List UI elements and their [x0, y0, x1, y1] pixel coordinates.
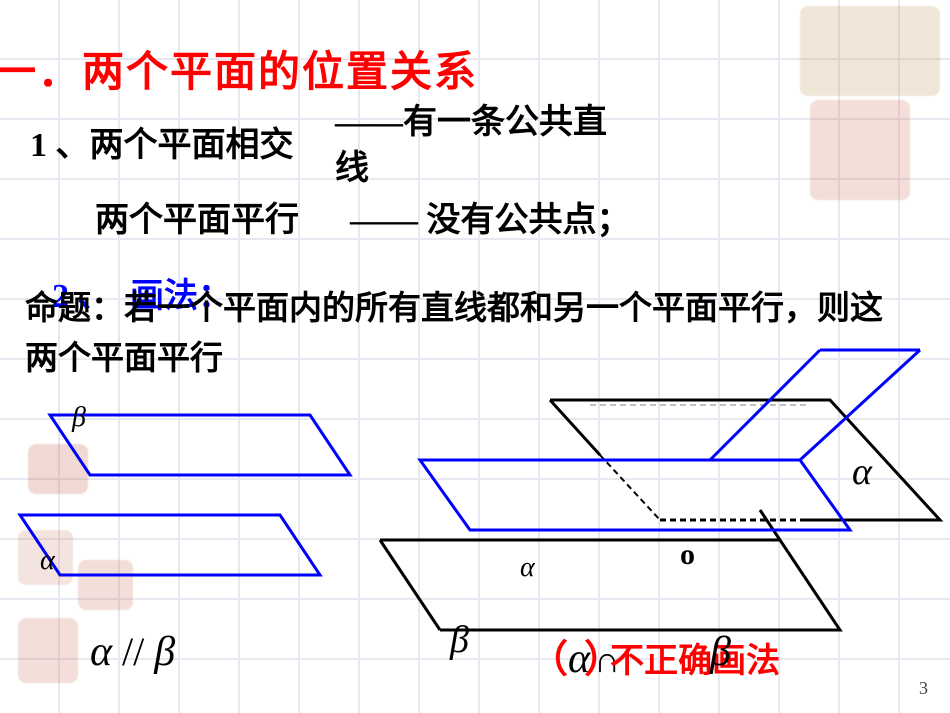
left-diagram — [20, 395, 360, 605]
line1-right-wrap: 线 — [335, 140, 369, 189]
parallel-slashes: // — [122, 629, 154, 674]
parallel-notation: α // β — [90, 628, 175, 676]
top-plane-beta — [50, 415, 350, 475]
line1-left: 1 、两个平面相交 — [30, 117, 294, 166]
page-number: 3 — [919, 678, 928, 699]
bottom-plane-alpha — [20, 515, 320, 575]
left-alpha-label: α — [40, 545, 55, 577]
blue-edge-1 — [800, 350, 920, 460]
overlap-beta: β — [710, 628, 731, 676]
line2-right: —— 没有公共点； — [350, 192, 631, 241]
line2-left: 两个平面平行 — [95, 192, 299, 241]
left-beta-label: β — [72, 402, 86, 434]
lower-plane-outline — [380, 540, 840, 630]
bottom-right-notation: （α）∩不正确画法 — [530, 628, 780, 683]
right-alpha-small-label: α — [520, 552, 535, 584]
right-o-label: o — [680, 538, 695, 572]
right-alpha-label: α — [852, 450, 872, 494]
beta-sym: β — [154, 629, 175, 675]
line1-right-top: ——有一条公共直 — [335, 94, 607, 143]
paren-open: （ — [530, 639, 568, 681]
seal-small-4 — [18, 618, 78, 683]
seal-decoration-2 — [810, 100, 910, 200]
seal-decoration-1 — [800, 6, 940, 96]
right-beta-label: β — [450, 618, 469, 662]
red-text: 不正确画法 — [610, 643, 780, 680]
alpha-sym: α — [90, 629, 112, 675]
page-title: 一．两个平面的位置关系 — [0, 38, 478, 99]
